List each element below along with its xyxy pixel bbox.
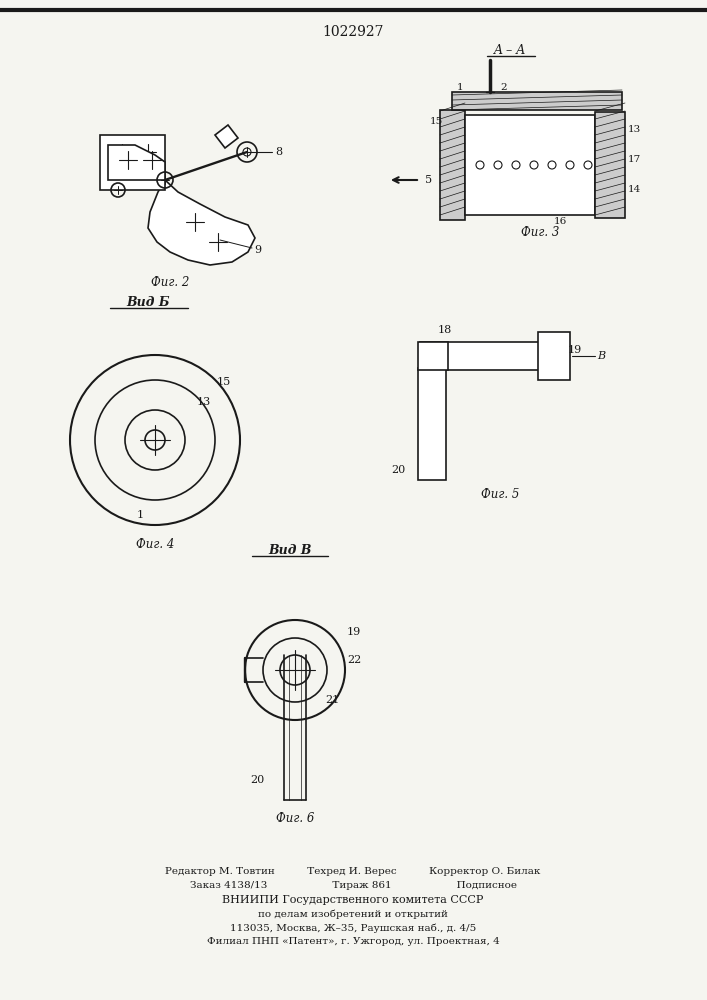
Text: 9: 9 (254, 245, 261, 255)
Text: 5: 5 (425, 175, 432, 185)
Text: 22: 22 (347, 655, 361, 665)
Bar (538, 332, 570, 380)
Text: 19: 19 (347, 627, 361, 637)
Text: Вид В: Вид В (268, 544, 312, 556)
Text: 15: 15 (430, 117, 443, 126)
Text: Заказ 4138/13                    Тираж 861                    Подписное: Заказ 4138/13 Тираж 861 Подписное (189, 882, 517, 890)
Text: Фиг. 2: Фиг. 2 (151, 275, 189, 288)
Text: 19: 19 (568, 345, 582, 355)
Text: 14: 14 (628, 186, 641, 194)
PathPatch shape (215, 125, 238, 148)
FancyBboxPatch shape (418, 342, 448, 370)
Text: 1: 1 (137, 510, 144, 520)
Text: 113035, Москва, Ж–35, Раушская наб., д. 4/5: 113035, Москва, Ж–35, Раушская наб., д. … (230, 923, 476, 933)
PathPatch shape (108, 145, 165, 180)
Text: В: В (597, 351, 605, 361)
Text: Филиал ПНП «Патент», г. Ужгород, ул. Проектная, 4: Филиал ПНП «Патент», г. Ужгород, ул. Про… (206, 938, 499, 946)
Bar (595, 112, 625, 218)
Text: 1: 1 (457, 84, 463, 93)
Text: 21: 21 (325, 695, 339, 705)
Text: 15: 15 (217, 377, 231, 387)
Text: 13: 13 (628, 125, 641, 134)
Text: Вид Б: Вид Б (127, 296, 170, 308)
Bar (418, 368, 446, 480)
Text: Фиг. 4: Фиг. 4 (136, 538, 174, 552)
Text: Редактор М. Товтин          Техред И. Верес          Корректор О. Билак: Редактор М. Товтин Техред И. Верес Корре… (165, 867, 541, 876)
Polygon shape (148, 180, 255, 265)
Bar (420, 342, 540, 370)
Bar (100, 135, 165, 190)
Text: A – A: A – A (494, 43, 526, 56)
Text: Фиг. 3: Фиг. 3 (521, 226, 559, 238)
Text: 2: 2 (500, 84, 507, 93)
Text: Фиг. 5: Фиг. 5 (481, 488, 519, 502)
Text: 13: 13 (197, 397, 211, 407)
Text: 18: 18 (438, 325, 452, 335)
Text: по делам изобретений и открытий: по делам изобретений и открытий (258, 909, 448, 919)
Text: Фиг. 6: Фиг. 6 (276, 812, 314, 824)
Text: ВНИИПИ Государственного комитета СССР: ВНИИПИ Государственного комитета СССР (222, 895, 484, 905)
Text: 16: 16 (554, 218, 566, 227)
Text: 20: 20 (391, 465, 405, 475)
Text: 20: 20 (250, 775, 264, 785)
Bar (452, 92, 622, 110)
Bar (465, 115, 595, 215)
Text: 1022927: 1022927 (322, 25, 384, 39)
Text: 8: 8 (275, 147, 282, 157)
Bar (440, 110, 465, 220)
Text: 17: 17 (628, 155, 641, 164)
